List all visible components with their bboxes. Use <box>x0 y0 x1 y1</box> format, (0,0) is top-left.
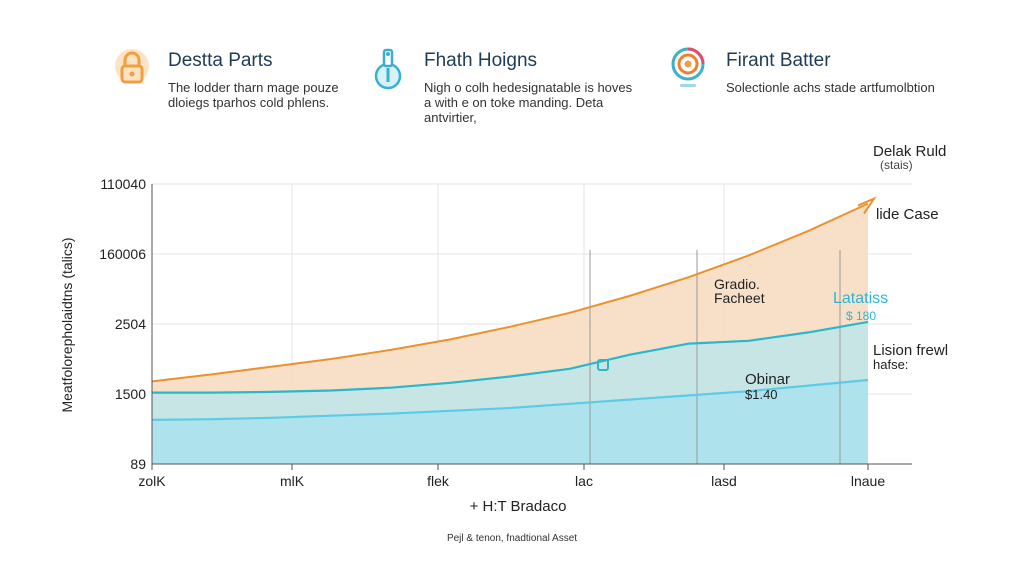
annotation-lision-sub: hafse: <box>873 357 908 372</box>
chart-marker-lines <box>589 250 841 464</box>
target-icon <box>671 47 705 87</box>
area-2 <box>152 380 868 464</box>
chart-lines <box>151 196 877 421</box>
annotation-lision: Lision frewl <box>873 342 948 359</box>
chart-legend: + H:T Bradaco <box>470 498 567 515</box>
card-description: The lodder tharn mage pouze dloiegs tpar… <box>168 80 339 110</box>
chart-source: Pejl & tenon, fnadtional Asset <box>447 533 577 544</box>
card-title: Firant Batter <box>726 50 831 71</box>
card-description: Solectionle achs stade artfumolbtion <box>726 80 935 95</box>
series-line-2 <box>151 378 869 421</box>
annotation-latatiss: Latatiss <box>833 290 888 307</box>
lock-icon <box>115 49 149 84</box>
series-line-1 <box>152 320 869 394</box>
annotation-ide: lide Case <box>876 206 939 223</box>
x-tick-label: lasd <box>711 473 737 489</box>
annotation-gradio-sub: Facheet <box>714 290 765 306</box>
card-title: Fhath Hoigns <box>424 50 538 71</box>
x-tick-label: zolK <box>138 473 166 489</box>
series-line-0 <box>151 202 869 383</box>
y-tick-label: 2504 <box>115 316 146 332</box>
chart-areas <box>152 203 868 464</box>
y-tick-label: 110040 <box>100 176 146 192</box>
x-tick-label: flek <box>427 473 450 489</box>
y-axis-label: Meatfolorepholaidtns (talics) <box>59 237 75 412</box>
chart-axes <box>151 184 912 470</box>
card-description: Nigh o colh hedesignatable is hoves a wi… <box>424 80 633 125</box>
annotation-obinar: Obinar <box>745 371 790 388</box>
x-tick-label: lac <box>575 473 593 489</box>
series-marker <box>597 359 609 371</box>
y-tick-label: 89 <box>130 456 146 472</box>
annotation-gradio: Gradio. <box>714 276 760 292</box>
y-tick-label: 160006 <box>99 246 146 262</box>
flask-icon <box>374 48 402 90</box>
card-title: Destta Parts <box>168 50 273 71</box>
y-tick-label: 1500 <box>115 386 146 402</box>
annotation-obinar-sub: $1.40 <box>745 387 778 402</box>
annotation-delak: Delak Ruld <box>873 143 946 160</box>
x-tick-label: lnaue <box>851 473 885 489</box>
chart-labels: 89 1500 2504 160006 110040 zolK mlK flek lac lasd… <box>99 176 885 489</box>
annotation-latatiss-sub: $ 180 <box>846 309 876 323</box>
x-tick-label: mlK <box>280 473 305 489</box>
series-arrow <box>857 196 877 215</box>
annotation-delak-sub: (stais) <box>880 158 913 172</box>
